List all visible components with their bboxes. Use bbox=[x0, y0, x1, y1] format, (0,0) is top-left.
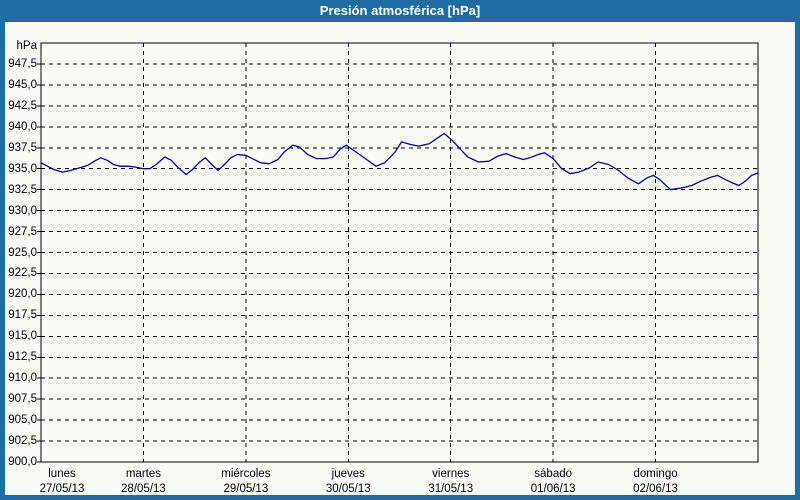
y-axis-tick-label: 922,5 bbox=[8, 267, 37, 280]
y-axis-tick-label: 940,0 bbox=[8, 120, 37, 133]
y-axis-tick-label: 912,5 bbox=[8, 351, 37, 364]
page-title: Presión atmosférica [hPa] bbox=[319, 3, 481, 18]
y-axis-tick-label: 915,0 bbox=[8, 330, 37, 343]
y-axis-tick-label: 942,5 bbox=[8, 99, 37, 112]
y-axis-tick-label: 902,5 bbox=[8, 435, 37, 448]
title-bar: Presión atmosférica [hPa] bbox=[0, 0, 800, 22]
y-axis-tick-label: 917,5 bbox=[8, 309, 37, 322]
y-axis-tick-label: 945,0 bbox=[8, 78, 37, 91]
day-date-label: 02/06/13 bbox=[633, 483, 678, 495]
day-date-label: 27/05/13 bbox=[39, 483, 85, 495]
unit-label: hPa bbox=[16, 40, 37, 52]
y-axis-tick-label: 937,5 bbox=[8, 141, 37, 154]
day-date-label: 30/05/13 bbox=[325, 483, 371, 495]
y-axis-tick-label: 900,0 bbox=[8, 456, 37, 468]
day-date-label: 01/06/13 bbox=[530, 483, 576, 495]
y-axis-tick-label: 925,0 bbox=[8, 246, 37, 259]
day-date-label: 29/05/13 bbox=[223, 483, 269, 495]
day-name-label: miércoles bbox=[221, 468, 271, 480]
y-axis-tick-label: 927,5 bbox=[8, 225, 37, 238]
y-axis-tick-label: 947,5 bbox=[8, 57, 37, 70]
plot-frame bbox=[40, 42, 759, 463]
day-name-label: domingo bbox=[633, 468, 678, 480]
y-axis-tick-label: 930,0 bbox=[8, 204, 37, 217]
y-axis-tick-label: 920,0 bbox=[8, 288, 37, 301]
y-axis-tick-label: 905,0 bbox=[8, 414, 37, 427]
y-axis-tick-label: 910,0 bbox=[8, 372, 37, 385]
day-name-label: viernes bbox=[432, 468, 470, 480]
day-date-label: 28/05/13 bbox=[121, 483, 166, 495]
day-name-label: lunes bbox=[48, 468, 76, 480]
pressure-line bbox=[40, 132, 759, 191]
day-date-label: 31/05/13 bbox=[428, 483, 474, 495]
day-name-label: sábado bbox=[534, 468, 573, 480]
y-axis-tick-label: 907,5 bbox=[8, 393, 37, 406]
day-name-label: jueves bbox=[331, 468, 365, 480]
y-axis-tick-label: 935,0 bbox=[8, 162, 37, 175]
day-name-label: martes bbox=[125, 468, 161, 480]
y-axis-tick-label: 932,5 bbox=[8, 183, 37, 196]
